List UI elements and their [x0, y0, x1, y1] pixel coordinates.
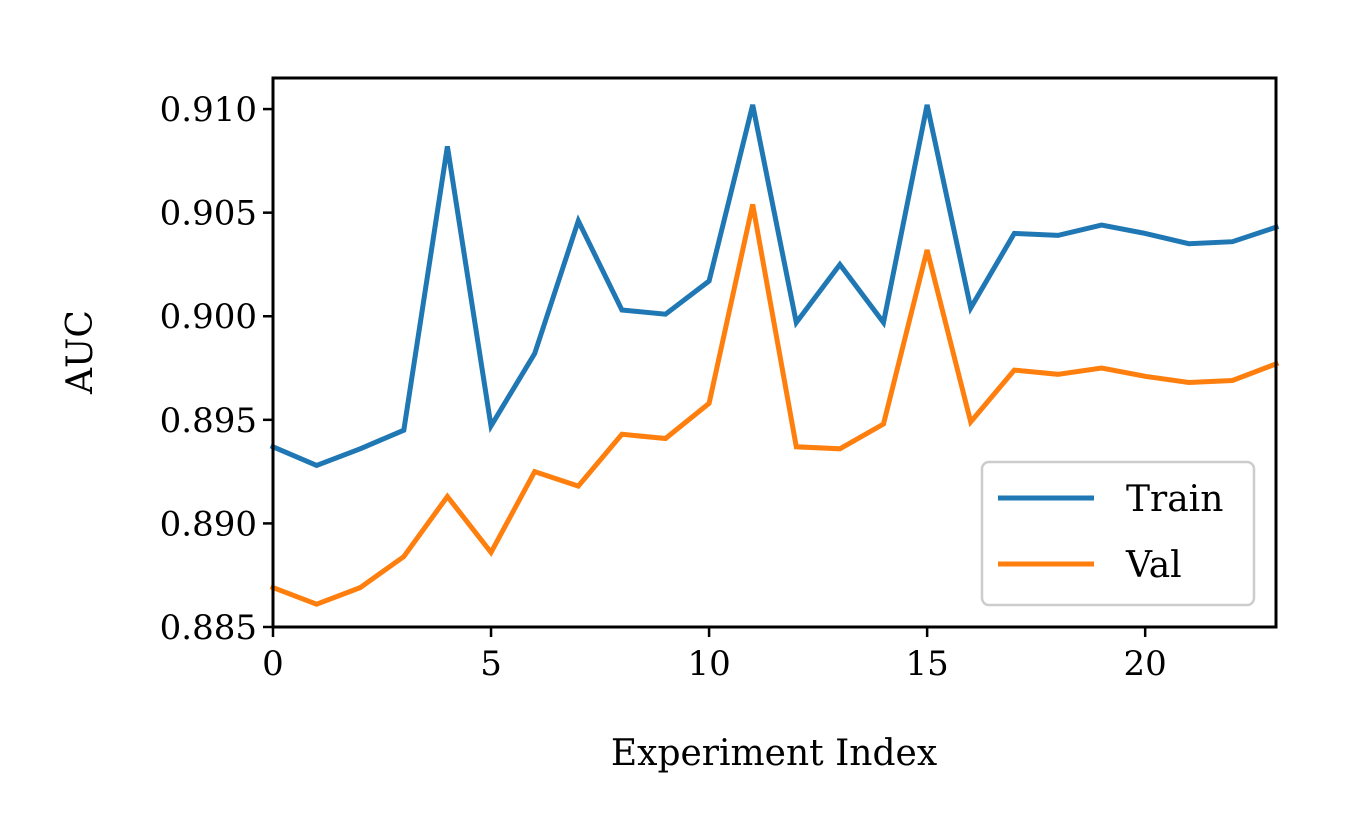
- plot-frame: [271, 76, 1278, 629]
- y-tick-label: 0.885: [160, 608, 257, 648]
- x-tick-label: 10: [687, 644, 730, 684]
- legend-label-train: Train: [1126, 479, 1223, 520]
- y-tick-label: 0.895: [160, 401, 257, 441]
- series-line-train: [269, 104, 1280, 469]
- y-tick-label: 0.905: [160, 194, 257, 234]
- x-axis-title: Experiment Index: [611, 733, 937, 774]
- x-tick-label: 5: [480, 644, 502, 684]
- legend: Train Val: [980, 460, 1256, 607]
- y-axis-title: AUC: [60, 310, 101, 395]
- x-tick-label: 0: [262, 644, 284, 684]
- y-axis: 0.885 0.890 0.895 0.900 0.905 0.910: [160, 90, 273, 648]
- series-line-val: [269, 203, 1280, 607]
- x-tick-label: 20: [1124, 644, 1167, 684]
- y-tick-label: 0.890: [160, 504, 257, 544]
- x-tick-label: 15: [905, 644, 948, 684]
- legend-label-val: Val: [1125, 545, 1182, 586]
- y-tick-label: 0.910: [160, 90, 257, 130]
- plot-lines: [269, 104, 1280, 607]
- y-tick-label: 0.900: [160, 297, 257, 337]
- x-axis: 0 5 10 15 20: [262, 627, 1167, 684]
